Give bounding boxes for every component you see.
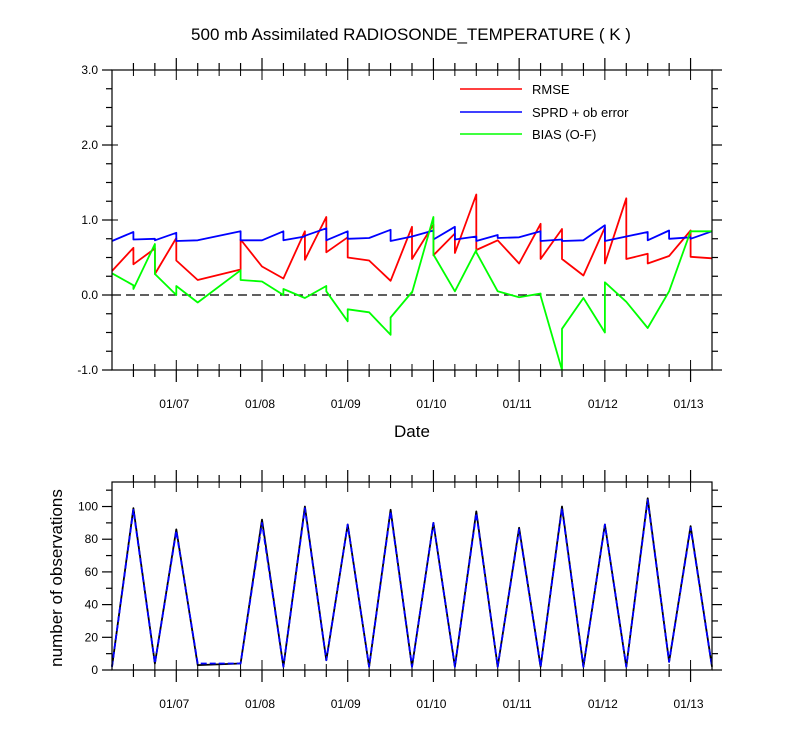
bottom-y-tick-labels: 0 20 40 60 80 100 xyxy=(78,500,98,677)
y-tick-label: 1.0 xyxy=(81,213,98,227)
y-tick-label: 0 xyxy=(91,663,98,677)
y-tick-label: 40 xyxy=(85,598,99,612)
legend-label-bias: BIAS (O-F) xyxy=(532,127,596,142)
y-tick-label: 3.0 xyxy=(81,63,98,77)
x-tick-label: 01/08 xyxy=(245,397,275,411)
x-tick-label: 01/08 xyxy=(245,697,275,711)
x-tick-label: 01/13 xyxy=(674,397,704,411)
x-tick-label: 01/12 xyxy=(588,697,618,711)
top-chart-series xyxy=(111,193,713,371)
top-chart-frame xyxy=(111,69,713,371)
y-tick-label: 0.0 xyxy=(81,288,98,302)
y-tick-label: -1.0 xyxy=(77,363,98,377)
x-tick-label: 01/11 xyxy=(503,697,532,711)
bottom-chart-series xyxy=(111,497,713,668)
series-line-observations-used xyxy=(111,499,713,668)
legend-label-sprd: SPRD + ob error xyxy=(532,105,629,120)
x-tick-label: 01/07 xyxy=(159,397,189,411)
x-tick-label: 01/12 xyxy=(588,397,618,411)
legend-label-rmse: RMSE xyxy=(532,82,570,97)
y-tick-label: 100 xyxy=(78,500,98,514)
x-tick-label: 01/09 xyxy=(331,397,361,411)
y-axis-label-observations: number of observations xyxy=(47,489,66,667)
x-tick-label: 01/10 xyxy=(416,697,446,711)
y-tick-label: 2.0 xyxy=(81,138,98,152)
legend: RMSE SPRD + ob error BIAS (O-F) xyxy=(460,82,629,142)
y-tick-label: 60 xyxy=(85,565,99,579)
top-chart-ticks xyxy=(102,58,722,382)
x-tick-label: 01/11 xyxy=(503,397,532,411)
bottom-x-tick-labels: 01/07 01/08 01/09 01/10 01/11 01/12 01/13 xyxy=(159,697,704,711)
series-line-bias-o-f- xyxy=(111,216,712,371)
top-y-tick-labels: -1.0 0.0 1.0 2.0 3.0 xyxy=(77,63,98,377)
x-tick-label: 01/10 xyxy=(416,397,446,411)
y-tick-label: 20 xyxy=(85,630,99,644)
chart-title: 500 mb Assimilated RADIOSONDE_TEMPERATUR… xyxy=(191,25,631,44)
y-tick-label: 80 xyxy=(85,532,99,546)
x-tick-label: 01/07 xyxy=(159,697,189,711)
x-tick-label: 01/13 xyxy=(674,697,704,711)
bottom-chart-frame xyxy=(111,481,713,671)
top-x-tick-labels: 01/07 01/08 01/09 01/10 01/11 01/12 01/13 xyxy=(159,397,704,411)
x-axis-label: Date xyxy=(394,422,430,441)
x-tick-label: 01/09 xyxy=(331,697,361,711)
